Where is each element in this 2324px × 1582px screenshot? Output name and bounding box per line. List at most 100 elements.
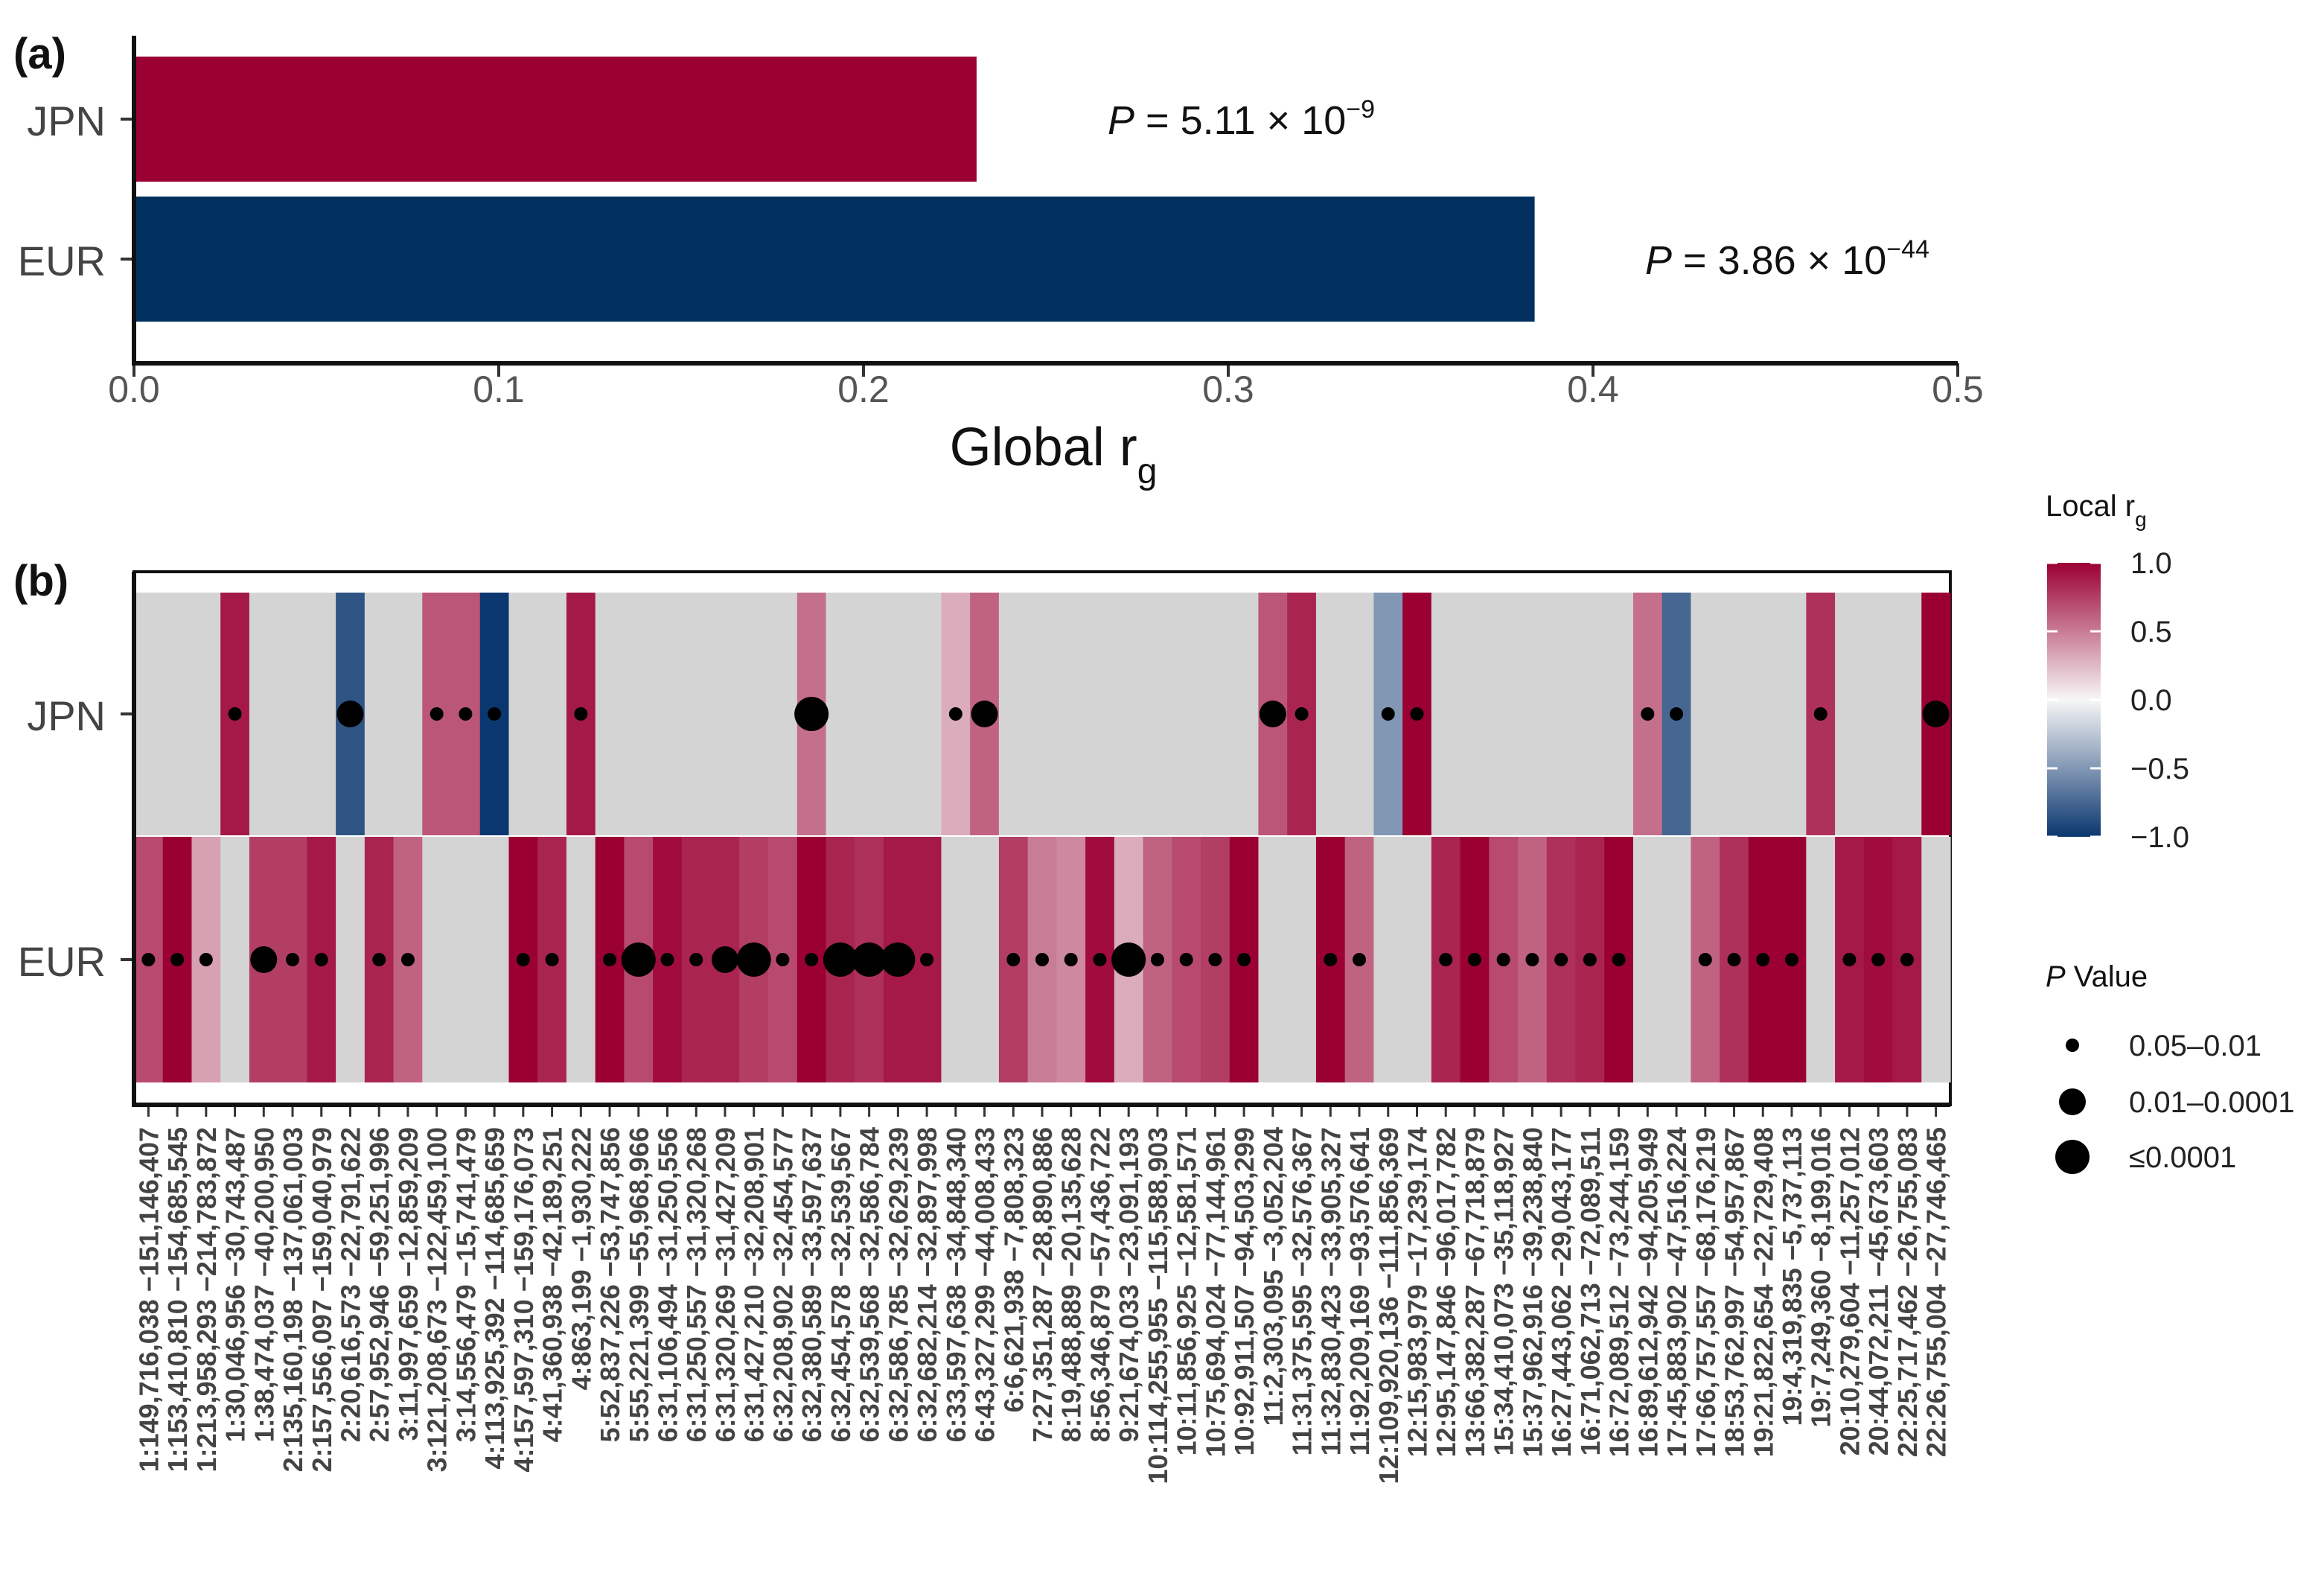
panel-b: JPN EUR 1:149,716,038 −151,146,4071:153,41…	[18, 593, 1952, 1484]
p-point-eur	[1900, 953, 1914, 966]
p-point-eur	[1784, 953, 1798, 966]
p-point-jpn	[1641, 707, 1655, 721]
p-point-eur	[1496, 953, 1510, 966]
x-tick-label: 6:31,250,557 −31,320,268	[681, 1127, 712, 1442]
x-tick-label: 3:14,556,479 −15,741,479	[450, 1127, 481, 1442]
x-tick-label: 16:27,443,062 −29,043,177	[1546, 1127, 1577, 1457]
size-legend-label: 0.05–0.01	[2129, 1030, 2261, 1062]
p-point-eur	[1237, 953, 1251, 966]
x-tick-label: 6:32,454,578 −32,539,567	[826, 1127, 856, 1442]
x-tick-label: 6:6,621,938 −7,808,323	[998, 1127, 1029, 1412]
x-tick-label: 17:45,883,902 −47,516,224	[1661, 1127, 1692, 1457]
p-point-eur	[1111, 942, 1146, 977]
heat-cell-jpn	[855, 593, 884, 835]
heat-cell-jpn	[134, 593, 164, 835]
p-point-eur	[314, 953, 328, 966]
p-point-eur	[286, 953, 300, 966]
x-tick-label: 2:135,160,198 −137,061,003	[278, 1127, 308, 1472]
color-bar-label: −0.5	[2130, 753, 2189, 785]
heat-cell-jpn	[1518, 593, 1548, 835]
heat-cell-jpn	[1027, 593, 1057, 835]
bar-jpn	[134, 57, 977, 182]
p-point-eur	[1064, 953, 1078, 966]
p-point-eur	[603, 953, 617, 966]
color-legend: Local rg 1.0 0.5 0.0 −0.5 −1.0	[2046, 490, 2189, 854]
y-tick-label-jpn: JPN	[27, 692, 106, 739]
p-point-eur	[736, 942, 771, 977]
x-tick-label: 11:32,830,423 −33,905,327	[1315, 1127, 1346, 1455]
p-point-jpn	[1670, 707, 1684, 721]
p-point-eur	[711, 946, 738, 973]
x-tick-label: 15:34,410,073 −35,118,927	[1489, 1127, 1519, 1455]
p-point-eur	[1612, 953, 1626, 966]
p-point-eur	[881, 942, 916, 977]
color-bar-label: −1.0	[2130, 821, 2189, 854]
x-tick-label: 6:31,427,210 −32,208,901	[739, 1127, 770, 1442]
heat-cell-eur	[1402, 837, 1432, 1082]
x-tick-label: 0.4	[1567, 369, 1619, 410]
heat-cell-eur	[1258, 837, 1288, 1082]
x-tick-label: 0.0	[108, 369, 160, 410]
x-tick-label: 11:31,375,595 −32,576,367	[1287, 1127, 1318, 1455]
p-point-eur	[805, 953, 819, 966]
x-tick-label: 12:95,147,846 −96,017,782	[1431, 1127, 1461, 1457]
p-point-jpn	[574, 707, 588, 721]
heat-cell-jpn	[624, 593, 654, 835]
x-tick-label: 8:19,488,889 −20,135,628	[1056, 1127, 1087, 1442]
p-point-jpn	[1410, 707, 1424, 721]
p-point-jpn	[1259, 701, 1286, 727]
heat-cell-jpn	[1201, 593, 1230, 835]
x-tick-label: 0.1	[473, 369, 525, 410]
heat-cell-jpn	[1575, 593, 1605, 835]
heat-cell-jpn	[1114, 593, 1144, 835]
size-legend-title: P Value	[2046, 960, 2148, 993]
heat-cell-jpn	[653, 593, 683, 835]
p-point-eur	[1006, 953, 1021, 966]
x-tick-label: 6:33,597,638 −34,848,340	[941, 1127, 971, 1442]
p-point-eur	[1208, 953, 1222, 966]
heat-cell-eur	[479, 837, 510, 1082]
p-point-eur	[1324, 953, 1338, 966]
p-point-eur	[199, 953, 213, 966]
p-point-eur	[1093, 953, 1107, 966]
heat-cell-jpn	[1431, 593, 1461, 835]
p-point-eur	[1439, 953, 1453, 966]
x-tick-label: 4:863,199 −1,930,222	[566, 1127, 596, 1390]
y-tick-label-eur: EUR	[18, 938, 106, 985]
heat-cell-jpn	[537, 593, 567, 835]
p-point-jpn	[459, 707, 473, 721]
x-tick-label: 22:25,717,462 −26,755,083	[1892, 1127, 1923, 1457]
p-point-eur	[1467, 953, 1481, 966]
heat-cell-eur	[941, 837, 971, 1082]
heat-cell-jpn	[883, 593, 913, 835]
p-point-eur	[1554, 953, 1568, 966]
panel-b-label: (b)	[13, 557, 68, 605]
color-bar-label: 1.0	[2130, 547, 2172, 580]
color-legend-title: Local rg	[2046, 490, 2147, 531]
x-tick-label: 1:149,716,038 −151,146,407	[133, 1127, 164, 1472]
x-tick-label: 2:157,556,097 −159,040,979	[307, 1127, 337, 1472]
p-point-eur	[1150, 953, 1164, 966]
x-tick-label: 7:27,351,287 −28,890,886	[1027, 1127, 1058, 1442]
p-point-eur	[1179, 953, 1193, 966]
x-tick-label: 22:26,755,004 −27,746,465	[1921, 1127, 1952, 1457]
x-tick-label: 11:92,209,169 −93,576,641	[1344, 1127, 1375, 1455]
x-tick-label: 2:57,952,946 −59,251,996	[364, 1127, 395, 1442]
heat-cell-jpn	[1863, 593, 1894, 835]
p-point-eur	[621, 942, 656, 977]
bar-eur	[134, 197, 1535, 322]
x-tick-label: 10:11,856,925 −12,581,571	[1172, 1127, 1202, 1455]
x-tick-label: 1:38,474,037 −40,200,950	[249, 1127, 279, 1442]
p-point-eur	[1727, 953, 1741, 966]
p-point-eur	[689, 953, 703, 966]
x-tick-label: 6:31,320,269 −31,427,209	[710, 1127, 741, 1442]
heat-cell-jpn	[1892, 593, 1922, 835]
x-tick-label: 16:89,612,942 −94,205,949	[1632, 1127, 1663, 1457]
x-tick-label: 15:37,962,916 −39,238,840	[1517, 1127, 1548, 1457]
heat-cell-jpn	[307, 593, 336, 835]
p-point-jpn	[1295, 707, 1309, 721]
p-point-jpn	[488, 707, 502, 721]
heat-cell-jpn	[364, 593, 395, 835]
heat-cell-eur	[336, 837, 365, 1082]
